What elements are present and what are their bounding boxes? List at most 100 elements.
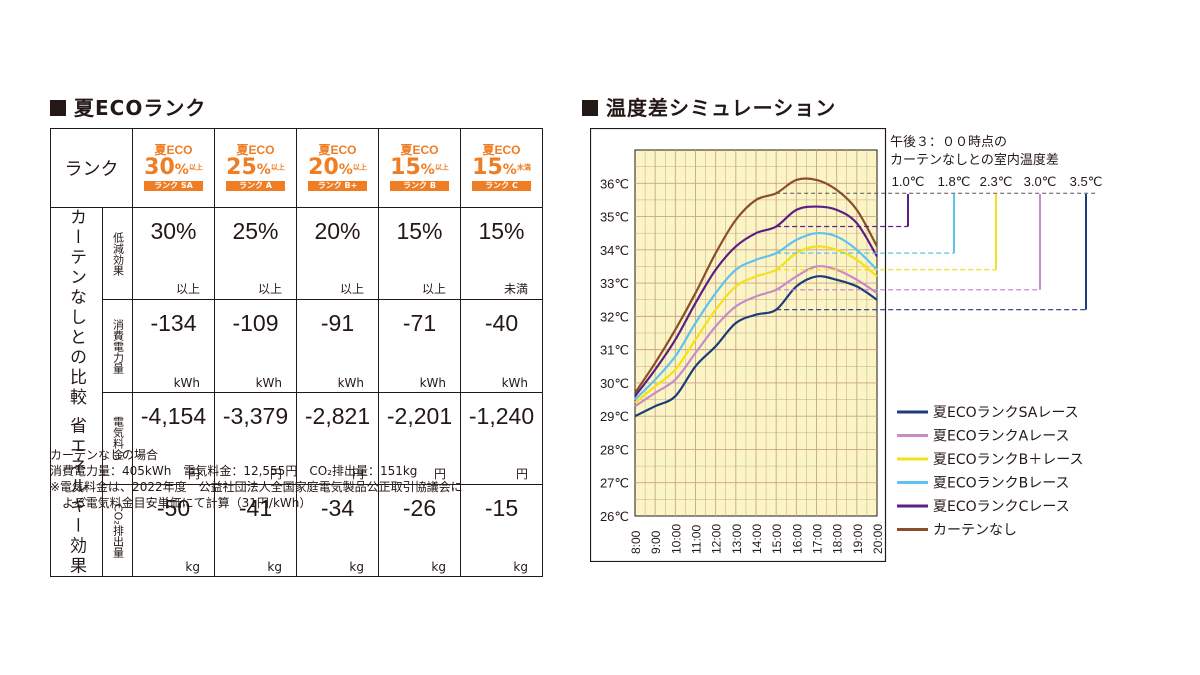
diff-label: 1.8℃ xyxy=(938,174,971,189)
legend-label: 夏ECOランクCレース xyxy=(933,499,1070,515)
value-big: 15% xyxy=(396,218,443,244)
table-row-power: 消費電力量 -134 kWh -109 kWh -91 kWh -71 kWh -40 k… xyxy=(51,299,543,393)
value-unit: 円 xyxy=(515,467,528,482)
rank-badge-unit: % xyxy=(502,162,517,178)
value-big: -26 xyxy=(402,495,437,522)
value-unit: kg xyxy=(349,560,364,575)
value-big: -50 xyxy=(156,495,191,522)
rank-badge-top: 夏ECO xyxy=(400,143,439,157)
y-tick-label: 31℃ xyxy=(600,343,629,358)
x-tick-label: 8:00 xyxy=(629,530,643,554)
x-tick-label: 10:00 xyxy=(669,524,683,554)
value-big: -4,154 xyxy=(140,402,207,429)
value-cell: -15 kg xyxy=(460,484,543,578)
annotation-title: 午後３：００時点の xyxy=(890,135,1007,150)
rank-badge-top: 夏ECO xyxy=(236,143,275,157)
rank-badge-qual: 以上 xyxy=(352,163,367,172)
value-cell: -26 kg xyxy=(378,484,461,578)
rank-badge-qual: 以上 xyxy=(188,163,203,172)
rank-badge-qual: 以上 xyxy=(270,163,285,172)
table-row-reduction: カーテンなしとの比較 省エネルギー効果 低減効果 30% 以上 25% 以上 20%… xyxy=(50,206,543,578)
value-big: 20% xyxy=(314,218,361,244)
x-tick-label: 15:00 xyxy=(770,524,784,554)
note-line: 消費電力量：405kWh 電気料金：12,555円 CO₂排出量：151kg xyxy=(50,464,418,478)
rank-badge-b: 夏ECO 15%以上 ランク B xyxy=(378,128,461,208)
value-unit: kg xyxy=(431,560,446,575)
value-big: -41 xyxy=(238,495,273,522)
y-tick-label: 26℃ xyxy=(600,509,629,524)
value-unit: kg xyxy=(513,560,528,575)
rank-badge-pct: 30 xyxy=(144,155,175,180)
value-cell: 30% 以上 xyxy=(132,206,215,301)
value-big: -40 xyxy=(484,310,519,337)
value-unit: kWh xyxy=(419,375,446,390)
value-cell: 15% 以上 xyxy=(378,206,461,301)
value-unit: kWh xyxy=(501,375,528,390)
annotation-title: カーテンなしとの室内温度差 xyxy=(890,152,1059,168)
value-cell: -40 kWh xyxy=(460,299,543,393)
table-row-co2: CO₂排出量 -50 kg -41 kg -34 kg -26 kg -15 kg xyxy=(51,484,543,578)
y-tick-label: 32℃ xyxy=(600,309,629,324)
note-line: カーテンなしの場合 xyxy=(50,448,159,462)
series-line xyxy=(634,205,878,397)
rank-badge-b-plus: 夏ECO 20%以上 ランク B+ xyxy=(296,128,379,208)
value-unit: 円 xyxy=(351,467,364,482)
value-cell: -34 kg xyxy=(296,484,379,578)
row-label-co2: CO₂排出量 xyxy=(102,484,133,578)
note-line: よる電気料金目安単価にて計算（31円/kWh） xyxy=(50,496,312,510)
legend-label: 夏ECOランクBレース xyxy=(933,476,1070,492)
value-big: -15 xyxy=(484,495,519,522)
rank-badge-unit: % xyxy=(338,162,353,178)
x-tick-label: 12:00 xyxy=(710,524,724,554)
value-cell: -50 kg xyxy=(132,484,215,578)
legend-label: 夏ECOランクAレース xyxy=(933,429,1070,445)
value-cell: 20% 以上 xyxy=(296,206,379,301)
value-cell: 25% 以上 xyxy=(214,206,297,301)
series-line xyxy=(634,275,878,418)
rank-badge-unit: % xyxy=(256,162,271,178)
rank-badge-qual: 未満 xyxy=(516,163,531,172)
value-unit: 円 xyxy=(433,467,446,482)
rank-header-row: ランク 夏ECO 30%以上 ランク SA 夏ECO 25%以上 ランク A 夏ECO 2… xyxy=(50,128,543,208)
side-label: カーテンなしとの比較 省エネルギー効果 xyxy=(50,206,103,578)
diff-label: 2.3℃ xyxy=(980,174,1013,189)
value-unit: 以上 xyxy=(421,282,446,297)
value-cell: -2,821 円 xyxy=(296,391,379,486)
note-line: ※電気料金は、2022年度 公益社団法人全国家庭電気製品公正取引協議会に xyxy=(50,480,463,494)
value-cell: -71 kWh xyxy=(378,299,461,393)
value-big: -3,379 xyxy=(222,402,289,429)
row-label-reduction: 低減効果 xyxy=(102,206,133,301)
series-line xyxy=(634,231,878,401)
rank-badge-pct: 20 xyxy=(308,155,339,180)
value-cell: -4,154 円 xyxy=(132,391,215,486)
y-tick-label: 36℃ xyxy=(600,176,629,191)
value-cell: 15% 未満 xyxy=(460,206,543,301)
x-tick-label: 17:00 xyxy=(811,524,825,554)
rank-badge-top: 夏ECO xyxy=(482,143,521,157)
footnotes: カーテンなしの場合 消費電力量：405kWh 電気料金：12,555円 CO₂排… xyxy=(50,447,463,511)
rank-badge-tag: ランク B xyxy=(390,181,449,191)
value-big: -1,240 xyxy=(468,402,535,429)
x-tick-label: 11:00 xyxy=(690,525,704,554)
value-cell: -1,240 円 xyxy=(460,391,543,486)
value-unit: 以上 xyxy=(175,282,200,297)
row-label-cost: 電気料金 xyxy=(102,391,133,486)
value-unit: 円 xyxy=(269,467,282,482)
rank-badge-a: 夏ECO 25%以上 ランク A xyxy=(214,128,297,208)
y-tick-label: 35℃ xyxy=(600,210,629,225)
y-tick-label: 34℃ xyxy=(600,243,629,258)
x-tick-label: 9:00 xyxy=(649,530,663,554)
value-unit: kWh xyxy=(255,375,282,390)
value-unit: kg xyxy=(267,560,282,575)
y-tick-label: 33℃ xyxy=(600,276,629,291)
section-title-eco-rank: 夏ECOランク xyxy=(50,92,206,121)
value-big: -71 xyxy=(402,310,437,337)
rank-badge-tag: ランク A xyxy=(226,181,285,191)
value-big: 15% xyxy=(478,218,525,244)
value-big: -2,821 xyxy=(304,402,371,429)
value-big: -34 xyxy=(320,495,355,522)
section-title-simulation: 温度差シミュレーション xyxy=(582,92,836,121)
rank-badge-top: 夏ECO xyxy=(154,143,193,157)
y-tick-label: 29℃ xyxy=(600,409,629,424)
value-unit: 以上 xyxy=(339,282,364,297)
